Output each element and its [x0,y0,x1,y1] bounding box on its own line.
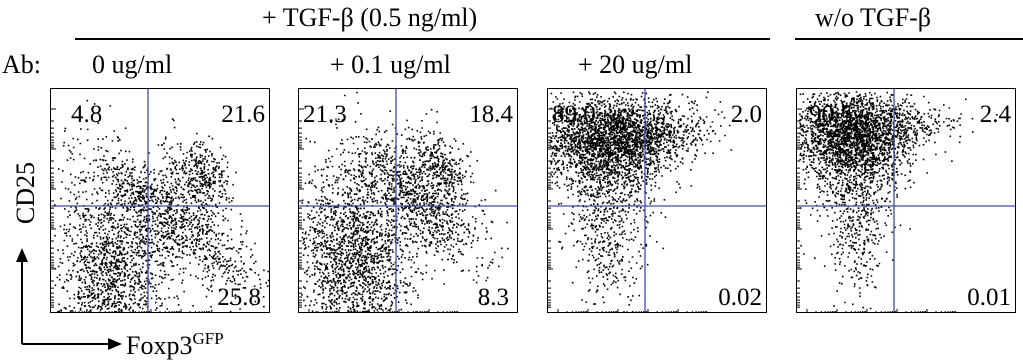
scatter-dots [548,89,766,312]
tgf-group-bar [75,38,770,40]
y-axis-label: CD25 [11,153,40,233]
pct-lower-right: 8.3 [477,284,509,311]
log-tick-marks [299,108,459,312]
scatter-dots [299,89,517,312]
pct-upper-left: 21.3 [303,101,347,128]
no-tgf-label: w/o TGF-β [815,3,932,32]
log-tick-marks [797,108,957,312]
dot-cloud [799,91,998,310]
x-axis-arrowhead [108,338,122,350]
dot-cloud [550,91,760,312]
log-tick-marks [51,108,211,312]
condition-label-2: + 20 ug/ml [578,50,693,79]
flow-panel-4: 90.5 2.4 0.01 [796,88,1016,313]
x-axis-label: Foxp3GFP [126,330,224,359]
x-axis-label-sup: GFP [192,329,224,348]
pct-upper-right: 18.4 [469,101,513,128]
y-axis-arrowhead [16,248,28,262]
x-axis-label-main: Foxp3 [126,331,193,360]
pct-upper-right: 2.0 [730,101,762,128]
dot-cloud [53,99,269,312]
pct-upper-right: 2.4 [979,101,1011,128]
condition-label-0: 0 ug/ml [92,50,173,79]
flow-panel-1: 4.8 21.6 25.8 [50,88,270,313]
log-tick-marks [548,108,708,312]
pct-upper-left: 89.0 [552,101,596,128]
flow-panel-3: 89.0 2.0 0.02 [547,88,767,313]
pct-upper-left: 90.5 [809,101,853,128]
condition-label-1: + 0.1 ug/ml [330,50,451,79]
flow-panel-2: 21.3 18.4 8.3 [298,88,518,313]
pct-lower-right: 0.01 [967,284,1011,311]
pct-upper-left: 4.8 [71,101,103,128]
scatter-dots [797,89,1015,312]
scatter-dots [51,89,269,312]
tgf-group-label: + TGF-β (0.5 ng/ml) [262,3,478,32]
pct-lower-right: 25.8 [217,284,261,311]
pct-lower-right: 0.02 [718,284,762,311]
pct-upper-right: 21.6 [221,101,265,128]
ab-label: Ab: [2,50,41,79]
y-axis-label-text: CD25 [11,161,40,225]
no-tgf-bar [795,38,1023,40]
